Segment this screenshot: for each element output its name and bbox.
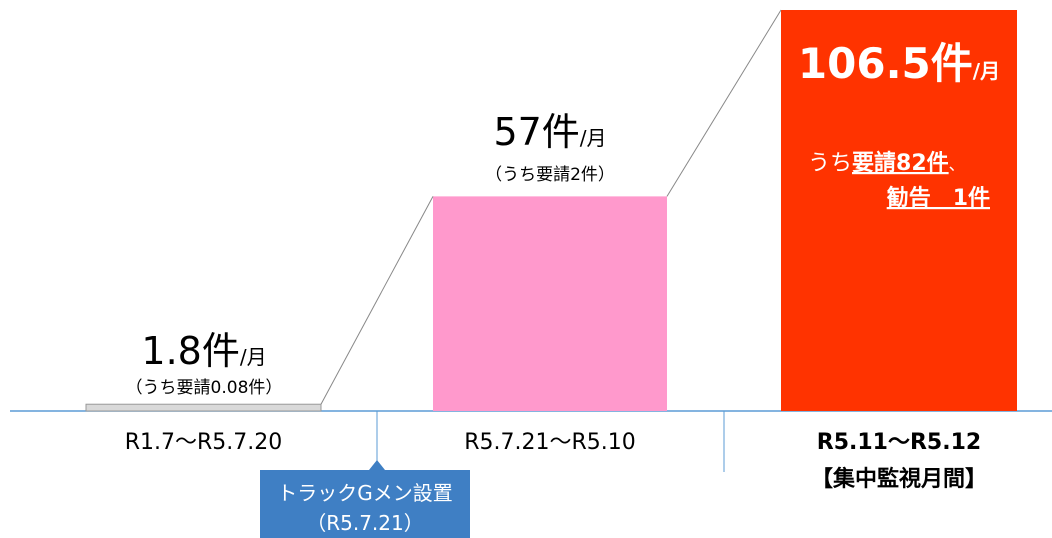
unit-text: /月	[973, 59, 1000, 83]
value-text: 57件	[493, 110, 579, 154]
unit-text: /月	[580, 126, 607, 150]
bar	[433, 196, 667, 411]
annotation-box	[260, 470, 470, 538]
annotation-text: （R5.7.21）	[306, 511, 424, 535]
connector	[666, 9, 782, 197]
breakdown-warning: 勧告 1件	[887, 185, 990, 211]
bar	[781, 10, 1017, 411]
bar	[85, 403, 322, 412]
breakdown: うち要請82件、	[808, 150, 965, 176]
annotation-text: トラックGメン設置	[277, 481, 453, 505]
value-label: 57件/月	[493, 110, 606, 154]
value-label: 106.5件/月	[798, 39, 1000, 88]
x-tick-label: R5.7.21～R5.10	[464, 430, 636, 455]
category-note: 【集中監視月間】	[811, 466, 987, 492]
unit-text: /月	[240, 345, 267, 369]
x-tick-label: R5.11～R5.12	[817, 430, 981, 455]
sub-label: （うち要請2件）	[485, 165, 615, 185]
value-label: 1.8件/月	[141, 329, 266, 373]
breakdown-request: 要請82件	[852, 150, 949, 176]
sub-label: （うち要請0.08件）	[126, 378, 283, 398]
connector	[320, 196, 434, 405]
x-tick-label: R1.7～R5.7.20	[125, 430, 283, 455]
breakdown-sep: 、	[949, 155, 965, 174]
value-text: 1.8件	[141, 329, 239, 373]
value-text: 106.5件	[798, 39, 973, 88]
annotation-pointer	[369, 460, 385, 470]
breakdown-prefix: うち	[808, 151, 852, 176]
